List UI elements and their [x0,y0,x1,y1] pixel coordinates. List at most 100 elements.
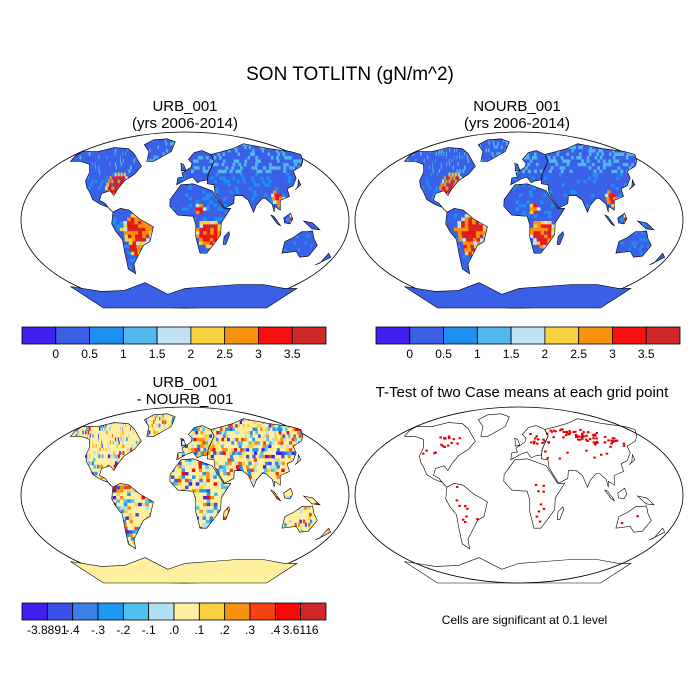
significant-cell [609,445,612,448]
panel-title-line1: URB_001 [152,98,218,115]
significant-cell [568,431,572,434]
coastline-antarctica [70,557,298,584]
colorbar-box [198,602,226,621]
panel-title-line1: T-Test of two Case means at each grid po… [375,384,669,401]
significant-cell [537,438,540,441]
significant-cell [433,452,436,455]
significant-cell [441,445,445,448]
significant-cell [544,450,547,453]
significant-cell [574,430,577,433]
colorbar-tick-label: 1.5 [149,347,166,361]
coastline-greenland [477,138,510,162]
map-ttest [354,406,684,584]
colorbar-tick-label: 0.5 [81,347,98,361]
significant-cell [456,442,459,445]
colorbar-tick-label: -.3 [91,623,105,637]
significant-cell [592,437,595,440]
panel-title-nourb: NOURB_001 (yrs 2006-2014) [352,98,682,132]
significant-cell [610,439,614,442]
coastline-samerica [445,482,488,550]
coastline-europe [510,425,549,461]
land-field [421,428,639,527]
significant-cell [539,503,543,506]
significant-cell [421,452,425,455]
colorbar-tick-label: 0 [52,347,59,361]
significant-cell [440,443,443,446]
panel-title-ttest: T-Test of two Case means at each grid po… [352,384,692,401]
significant-cell [579,428,582,431]
globe-outline [354,406,684,584]
significant-cell [530,441,533,444]
coastline-sumatra [270,489,282,502]
significant-cell [542,438,545,441]
significant-cell [465,515,468,518]
colorbar-box [122,326,158,345]
coastline-borneo [617,212,628,225]
significant-cell [554,430,557,433]
significant-cell [581,432,584,435]
significant-cell [577,435,581,438]
significant-cell [622,442,626,445]
significant-cell [565,431,568,434]
significant-cell [593,443,597,446]
coastline-australia [615,505,652,533]
coastline-newguinea [636,495,655,506]
significant-cell [538,520,542,523]
significant-cell [576,438,580,441]
coastline-africa [503,458,566,529]
coastline-newzealand [648,252,666,266]
significant-cell [613,437,616,440]
significant-cell [464,505,467,508]
colorbar-tick-label: 0 [406,347,413,361]
colorbar-tick-label: -.1 [142,623,156,637]
coastline-newzealand [314,527,332,541]
significant-cell [605,452,609,455]
significant-cell [549,429,552,432]
significant-cell [595,437,598,440]
significant-cell [443,446,446,448]
significant-cell [581,437,584,440]
colorbar-box [443,326,478,345]
significant-cell [450,441,453,444]
significant-cell [537,510,541,513]
significant-cell [611,441,615,443]
significance-note: Cells are significant at 0.1 level [441,613,608,627]
colorbar-box [122,602,150,621]
significant-cell [582,431,585,434]
panel-title-line1: URB_001 [152,374,218,391]
coastline-britain [514,162,521,172]
coastline-madagascar [556,506,564,520]
coastline-sumatra [604,489,616,502]
colorbar-box [156,326,192,345]
coastlines [69,138,332,309]
significant-cell [603,441,607,444]
significant-cell [529,433,532,435]
coastline-madagascar [222,506,230,520]
significant-cell [620,522,624,525]
colorbar-box [148,602,175,621]
significant-cell [455,499,459,502]
significant-cell [600,453,603,456]
colorbar-box [544,326,580,345]
colorbar-box [510,326,546,345]
significant-cell [535,435,538,438]
coastline-africa [503,183,566,254]
significant-cell [587,431,590,434]
significant-cell [550,430,554,433]
significant-cell [568,430,571,433]
significant-cell [613,440,616,443]
coastline-namerica [69,422,142,488]
colorbar-tick-label: 3.5 [638,347,655,361]
significant-cell [464,521,467,523]
colorbar-tick-label: 3 [609,347,616,361]
coastline-europe [176,425,215,461]
colorbar-tick-label: .2 [220,623,230,637]
colorbar-box [578,326,613,345]
colorbar-box [89,326,124,345]
colorbar-tick-label: 2.5 [570,347,587,361]
coastline-antarctica [404,282,632,309]
colorbar-box [274,602,302,621]
significant-cell [593,456,596,459]
figure-title: SON TOTLITN (gN/m^2) [246,64,454,85]
significant-cell [533,440,536,443]
